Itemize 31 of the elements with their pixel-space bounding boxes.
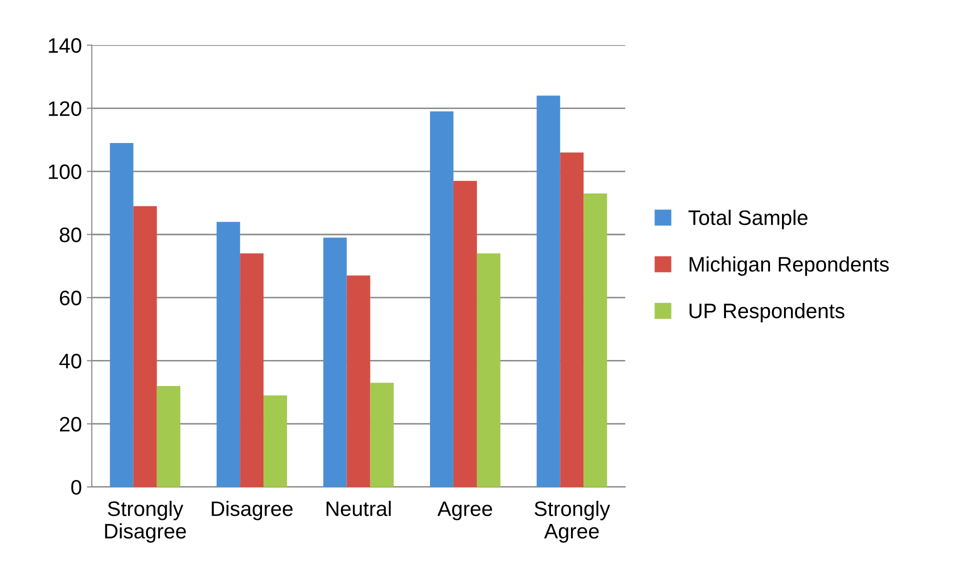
y-tick-label: 100	[48, 164, 82, 180]
legend-label: UP Respondents	[690, 303, 844, 322]
bar	[264, 395, 288, 487]
bar	[560, 152, 584, 487]
bar	[430, 111, 454, 487]
bar	[110, 142, 134, 487]
y-tick-label: 0	[71, 480, 82, 495]
bar	[216, 222, 240, 487]
bar	[536, 96, 560, 487]
y-tick-label: 60	[60, 290, 82, 306]
x-tick-label: Agree	[437, 502, 492, 520]
bar	[346, 276, 370, 487]
y-tick-label: 20	[60, 416, 82, 432]
bar	[476, 253, 500, 487]
bar	[453, 180, 477, 487]
bar	[323, 238, 347, 487]
x-tick-label: Neutral	[326, 500, 391, 516]
y-tick-label: 120	[48, 101, 82, 116]
bar	[240, 253, 264, 487]
bar	[370, 382, 394, 487]
legend-label: Total Sample	[688, 210, 808, 230]
bar	[133, 206, 157, 487]
x-tick-label: Strongly Agree	[534, 500, 610, 543]
x-tick-label: Disagree	[212, 500, 293, 520]
y-tick-label: 80	[60, 227, 82, 242]
x-tick-label: Strongly Disagree	[105, 500, 186, 543]
bar	[584, 193, 608, 487]
y-tick-label: 140	[48, 38, 82, 53]
bar	[156, 386, 180, 487]
legend-label: Michigan Repondents	[690, 256, 889, 276]
y-tick-label: 40	[59, 354, 82, 368]
